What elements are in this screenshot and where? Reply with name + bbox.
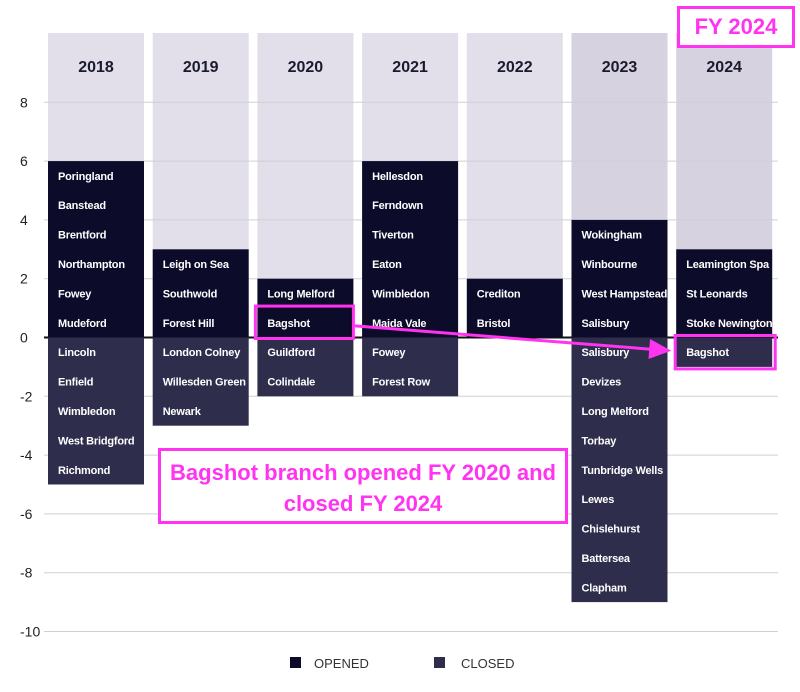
branch-label-closed: Clapham [582, 582, 627, 594]
branch-label-opened: Mudeford [58, 318, 107, 330]
bar-opened-2023 [571, 219, 668, 338]
bar-closed-2023 [571, 337, 668, 603]
legend: OPENED CLOSED [290, 656, 514, 671]
branch-label-closed: Devizes [582, 377, 622, 389]
year-label-2018: 2018 [78, 59, 114, 76]
branch-label-opened: St Leonards [686, 288, 747, 300]
bagshot-note: Bagshot branch opened FY 2020 and closed… [158, 448, 568, 524]
branch-label-opened: Leamington Spa [686, 259, 770, 271]
branch-label-closed: Enfield [58, 377, 93, 389]
branch-label-opened: Crediton [477, 288, 521, 300]
branch-label-opened: Fowey [58, 288, 92, 300]
y-tick-label: 2 [20, 271, 28, 287]
y-tick-label: 0 [20, 330, 28, 346]
branch-label-closed: Fowey [372, 347, 406, 359]
arrow-shaft [353, 324, 658, 352]
branch-label-closed: London Colney [163, 347, 242, 359]
bar-closed-2020 [257, 337, 354, 397]
legend-label-closed: CLOSED [461, 656, 514, 671]
highlight-bagshot-closed [673, 334, 777, 371]
branch-label-opened: Northampton [58, 259, 125, 271]
branch-label-closed: Willesden Green [163, 377, 247, 389]
bar-opened-2019 [152, 249, 249, 338]
legend-swatch-opened [290, 657, 301, 668]
bar-closed-2021 [362, 337, 459, 397]
year-label-2021: 2021 [392, 59, 428, 76]
branch-label-closed: Guildford [267, 347, 315, 359]
branch-label-opened: Ferndown [372, 200, 423, 212]
year-label-2023: 2023 [602, 59, 638, 76]
year-label-2019: 2019 [183, 59, 219, 76]
bar-closed-2019 [152, 337, 249, 426]
branch-label-closed: Battersea [582, 553, 631, 565]
y-axis-ticks: 8 6 4 2 0 -2 -4 -6 -8 -10 [20, 94, 40, 639]
branch-label-closed: Chislehurst [582, 524, 641, 536]
year-label-2024: 2024 [706, 59, 742, 76]
annotation-marks [253, 304, 777, 371]
branch-label-closed: Richmond [58, 465, 110, 477]
branch-label-opened: Long Melford [267, 288, 334, 300]
branch-labels: Poringland Banstead Brentford Northampton Fo… [58, 171, 773, 595]
branch-label-opened: Bagshot [267, 318, 310, 330]
year-label-2022: 2022 [497, 59, 533, 76]
bar-opened-2021 [362, 161, 459, 338]
year-label-2020: 2020 [288, 59, 324, 76]
y-tick-label: -4 [20, 447, 33, 463]
y-tick-label: -8 [20, 565, 33, 581]
y-tick-label: -2 [20, 388, 33, 404]
branch-label-opened: Leigh on Sea [163, 259, 230, 271]
branch-label-opened: Bristol [477, 318, 511, 330]
branch-label-closed: Tunbridge Wells [582, 465, 664, 477]
branch-label-opened: Brentford [58, 230, 106, 242]
branch-label-opened: Eaton [372, 259, 402, 271]
branch-label-closed: Newark [163, 406, 202, 418]
bar-opened-2024 [676, 249, 773, 338]
branch-label-opened: Wimbledon [372, 288, 430, 300]
y-tick-label: -10 [20, 624, 40, 640]
bar-closed-2018 [48, 337, 144, 485]
branch-label-closed: Bagshot [686, 347, 729, 359]
branch-label-opened: Banstead [58, 200, 106, 212]
branch-label-closed: Salisbury [582, 347, 631, 359]
highlight-bagshot-opened [253, 304, 355, 341]
branch-label-closed: Forest Row [372, 377, 431, 389]
branch-label-closed: Wimbledon [58, 406, 116, 418]
bars [48, 161, 773, 603]
y-tick-label: -6 [20, 506, 33, 522]
arrow-head [648, 339, 672, 359]
branch-label-opened: Stoke Newington [686, 318, 773, 330]
bar-opened-2020 [257, 278, 354, 338]
legend-label-opened: OPENED [314, 656, 369, 671]
bar-closed-2024 [676, 337, 773, 367]
branch-label-opened: Southwold [163, 288, 217, 300]
branch-label-opened: Tiverton [372, 230, 414, 242]
y-tick-label: 6 [20, 153, 28, 169]
year-labels: 2018 2019 2020 2021 2022 2023 2024 [78, 59, 742, 76]
bar-opened-2018 [48, 161, 144, 338]
branch-label-closed: Colindale [267, 377, 315, 389]
branch-label-opened: Hellesdon [372, 171, 423, 183]
branch-label-opened: Salisbury [582, 318, 631, 330]
branch-label-closed: Torbay [582, 435, 618, 447]
legend-swatch-closed [434, 657, 445, 668]
branch-label-opened: Poringland [58, 171, 113, 183]
branch-label-closed: Long Melford [582, 406, 649, 418]
branch-label-opened: Forest Hill [163, 318, 215, 330]
y-tick-label: 8 [20, 94, 28, 110]
branch-label-opened: Winbourne [582, 259, 638, 271]
branch-label-closed: Lewes [582, 494, 615, 506]
y-tick-label: 4 [20, 212, 28, 228]
branch-label-opened: Wokingham [582, 230, 643, 242]
branch-label-closed: Lincoln [58, 347, 96, 359]
fy-2024-callout: FY 2024 [677, 6, 795, 48]
branch-label-closed: West Bridgford [58, 435, 134, 447]
branch-label-opened: West Hampstead [582, 288, 668, 300]
bar-opened-2022 [466, 278, 563, 338]
